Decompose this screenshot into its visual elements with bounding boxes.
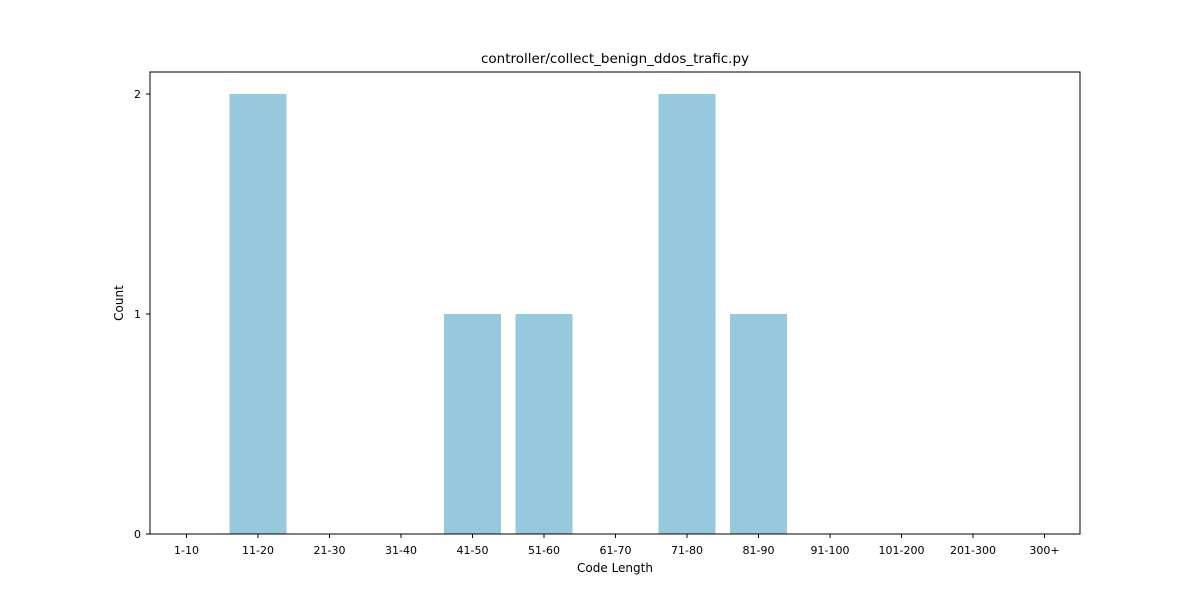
x-tick-label: 91-100 xyxy=(811,544,850,557)
x-tick-label: 101-200 xyxy=(879,544,925,557)
x-tick-label: 201-300 xyxy=(950,544,996,557)
bar-11-20 xyxy=(229,94,287,534)
x-tick-label: 61-70 xyxy=(600,544,632,557)
x-tick-label: 1-10 xyxy=(174,544,199,557)
chart-title: controller/collect_benign_ddos_trafic.py xyxy=(481,51,749,67)
x-tick-label: 11-20 xyxy=(242,544,274,557)
x-tick-label: 71-80 xyxy=(671,544,703,557)
bar-71-80 xyxy=(658,94,716,534)
x-tick-label: 21-30 xyxy=(314,544,346,557)
bar-51-60 xyxy=(515,314,573,534)
x-tick-label: 81-90 xyxy=(743,544,775,557)
y-axis-title: Count xyxy=(112,285,126,321)
x-axis-title: Code Length xyxy=(577,561,653,575)
bar-81-90 xyxy=(730,314,787,534)
y-tick-label: 1 xyxy=(134,308,141,321)
x-tick-label: 51-60 xyxy=(528,544,560,557)
x-tick-label: 300+ xyxy=(1029,544,1059,557)
x-tick-label: 41-50 xyxy=(457,544,489,557)
y-tick-label: 0 xyxy=(134,528,141,541)
y-tick-label: 2 xyxy=(134,88,141,101)
plot-frame xyxy=(149,71,1081,535)
x-axis-ticks: 1-10 11-20 21-30 31-40 41-50 51-60 61-70 71-80 8… xyxy=(174,534,1060,557)
bars xyxy=(229,94,787,534)
bar-41-50 xyxy=(444,314,501,534)
y-axis-ticks: 0 1 2 xyxy=(134,88,150,541)
x-tick-label: 31-40 xyxy=(385,544,417,557)
